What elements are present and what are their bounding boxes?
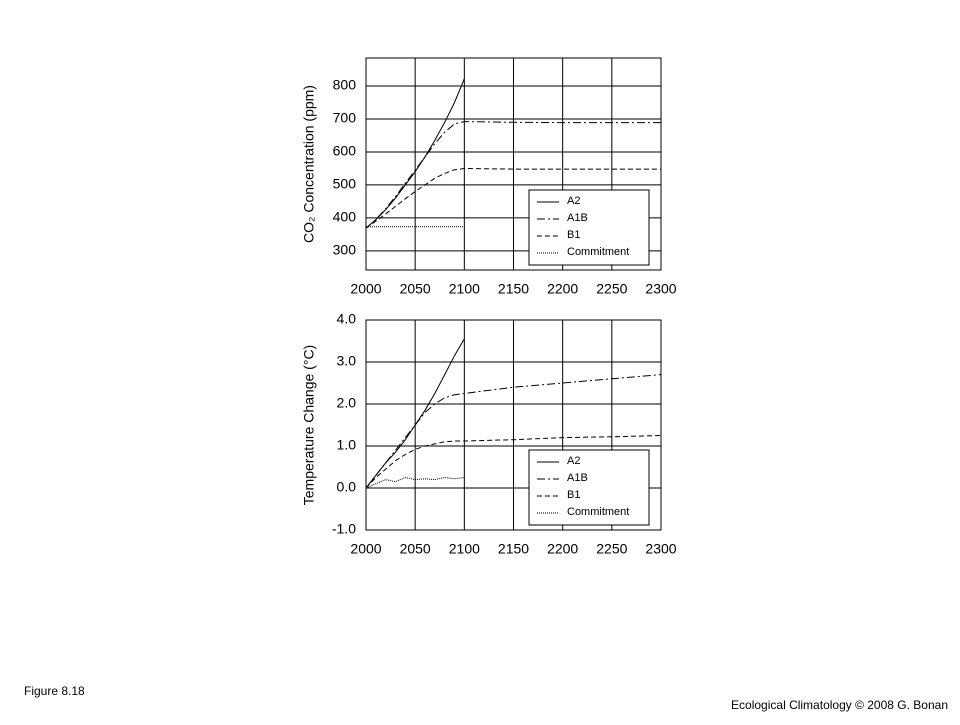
y-tick-label: 2.0 bbox=[337, 395, 357, 411]
legend-label: Commitment bbox=[567, 506, 629, 518]
x-tick-label: 2200 bbox=[547, 281, 578, 297]
x-tick-label: 2300 bbox=[645, 281, 676, 297]
y-tick-label: 4.0 bbox=[337, 311, 357, 327]
y-axis-title: CO₂ Concentration (ppm) bbox=[301, 85, 317, 243]
x-tick-label: 2050 bbox=[400, 541, 431, 557]
y-tick-label: 600 bbox=[333, 143, 357, 159]
x-tick-label: 2200 bbox=[547, 541, 578, 557]
series-line bbox=[365, 338, 465, 489]
y-tick-label: 0.0 bbox=[337, 479, 357, 495]
figure-label: Figure 8.18 bbox=[24, 684, 85, 698]
legend-label: A1B bbox=[567, 212, 588, 224]
credit: Ecological Climatology © 2008 G. Bonan bbox=[731, 698, 948, 712]
series-line bbox=[365, 435, 662, 489]
legend-label: A2 bbox=[567, 195, 580, 207]
series-line bbox=[365, 121, 661, 229]
y-tick-label: 3.0 bbox=[337, 353, 357, 369]
series-line bbox=[365, 167, 661, 229]
x-tick-label: 2050 bbox=[400, 281, 431, 297]
y-tick-label: 800 bbox=[333, 77, 357, 93]
y-tick-label: 300 bbox=[333, 242, 357, 258]
x-tick-label: 2000 bbox=[350, 281, 381, 297]
legend-label: Commitment bbox=[567, 246, 629, 258]
series-line bbox=[365, 374, 662, 489]
x-tick-label: 2100 bbox=[449, 541, 480, 557]
x-tick-label: 2100 bbox=[449, 281, 480, 297]
x-tick-label: 2000 bbox=[350, 541, 381, 557]
y-tick-label: 700 bbox=[333, 110, 357, 126]
y-tick-label: 400 bbox=[333, 209, 357, 225]
x-tick-label: 2300 bbox=[645, 541, 676, 557]
y-tick-label: 1.0 bbox=[337, 437, 357, 453]
series-line bbox=[365, 476, 465, 489]
y-tick-label: 500 bbox=[333, 176, 357, 192]
y-tick-label: -1.0 bbox=[332, 521, 356, 537]
x-tick-label: 2150 bbox=[498, 541, 529, 557]
legend-label: B1 bbox=[567, 229, 580, 241]
legend-label: A2 bbox=[567, 455, 580, 467]
x-tick-label: 2250 bbox=[596, 281, 627, 297]
y-axis-title: Temperature Change (°C) bbox=[301, 345, 317, 505]
legend-label: A1B bbox=[567, 472, 588, 484]
legend-label: B1 bbox=[567, 489, 580, 501]
x-tick-label: 2150 bbox=[498, 281, 529, 297]
x-tick-label: 2250 bbox=[596, 541, 627, 557]
